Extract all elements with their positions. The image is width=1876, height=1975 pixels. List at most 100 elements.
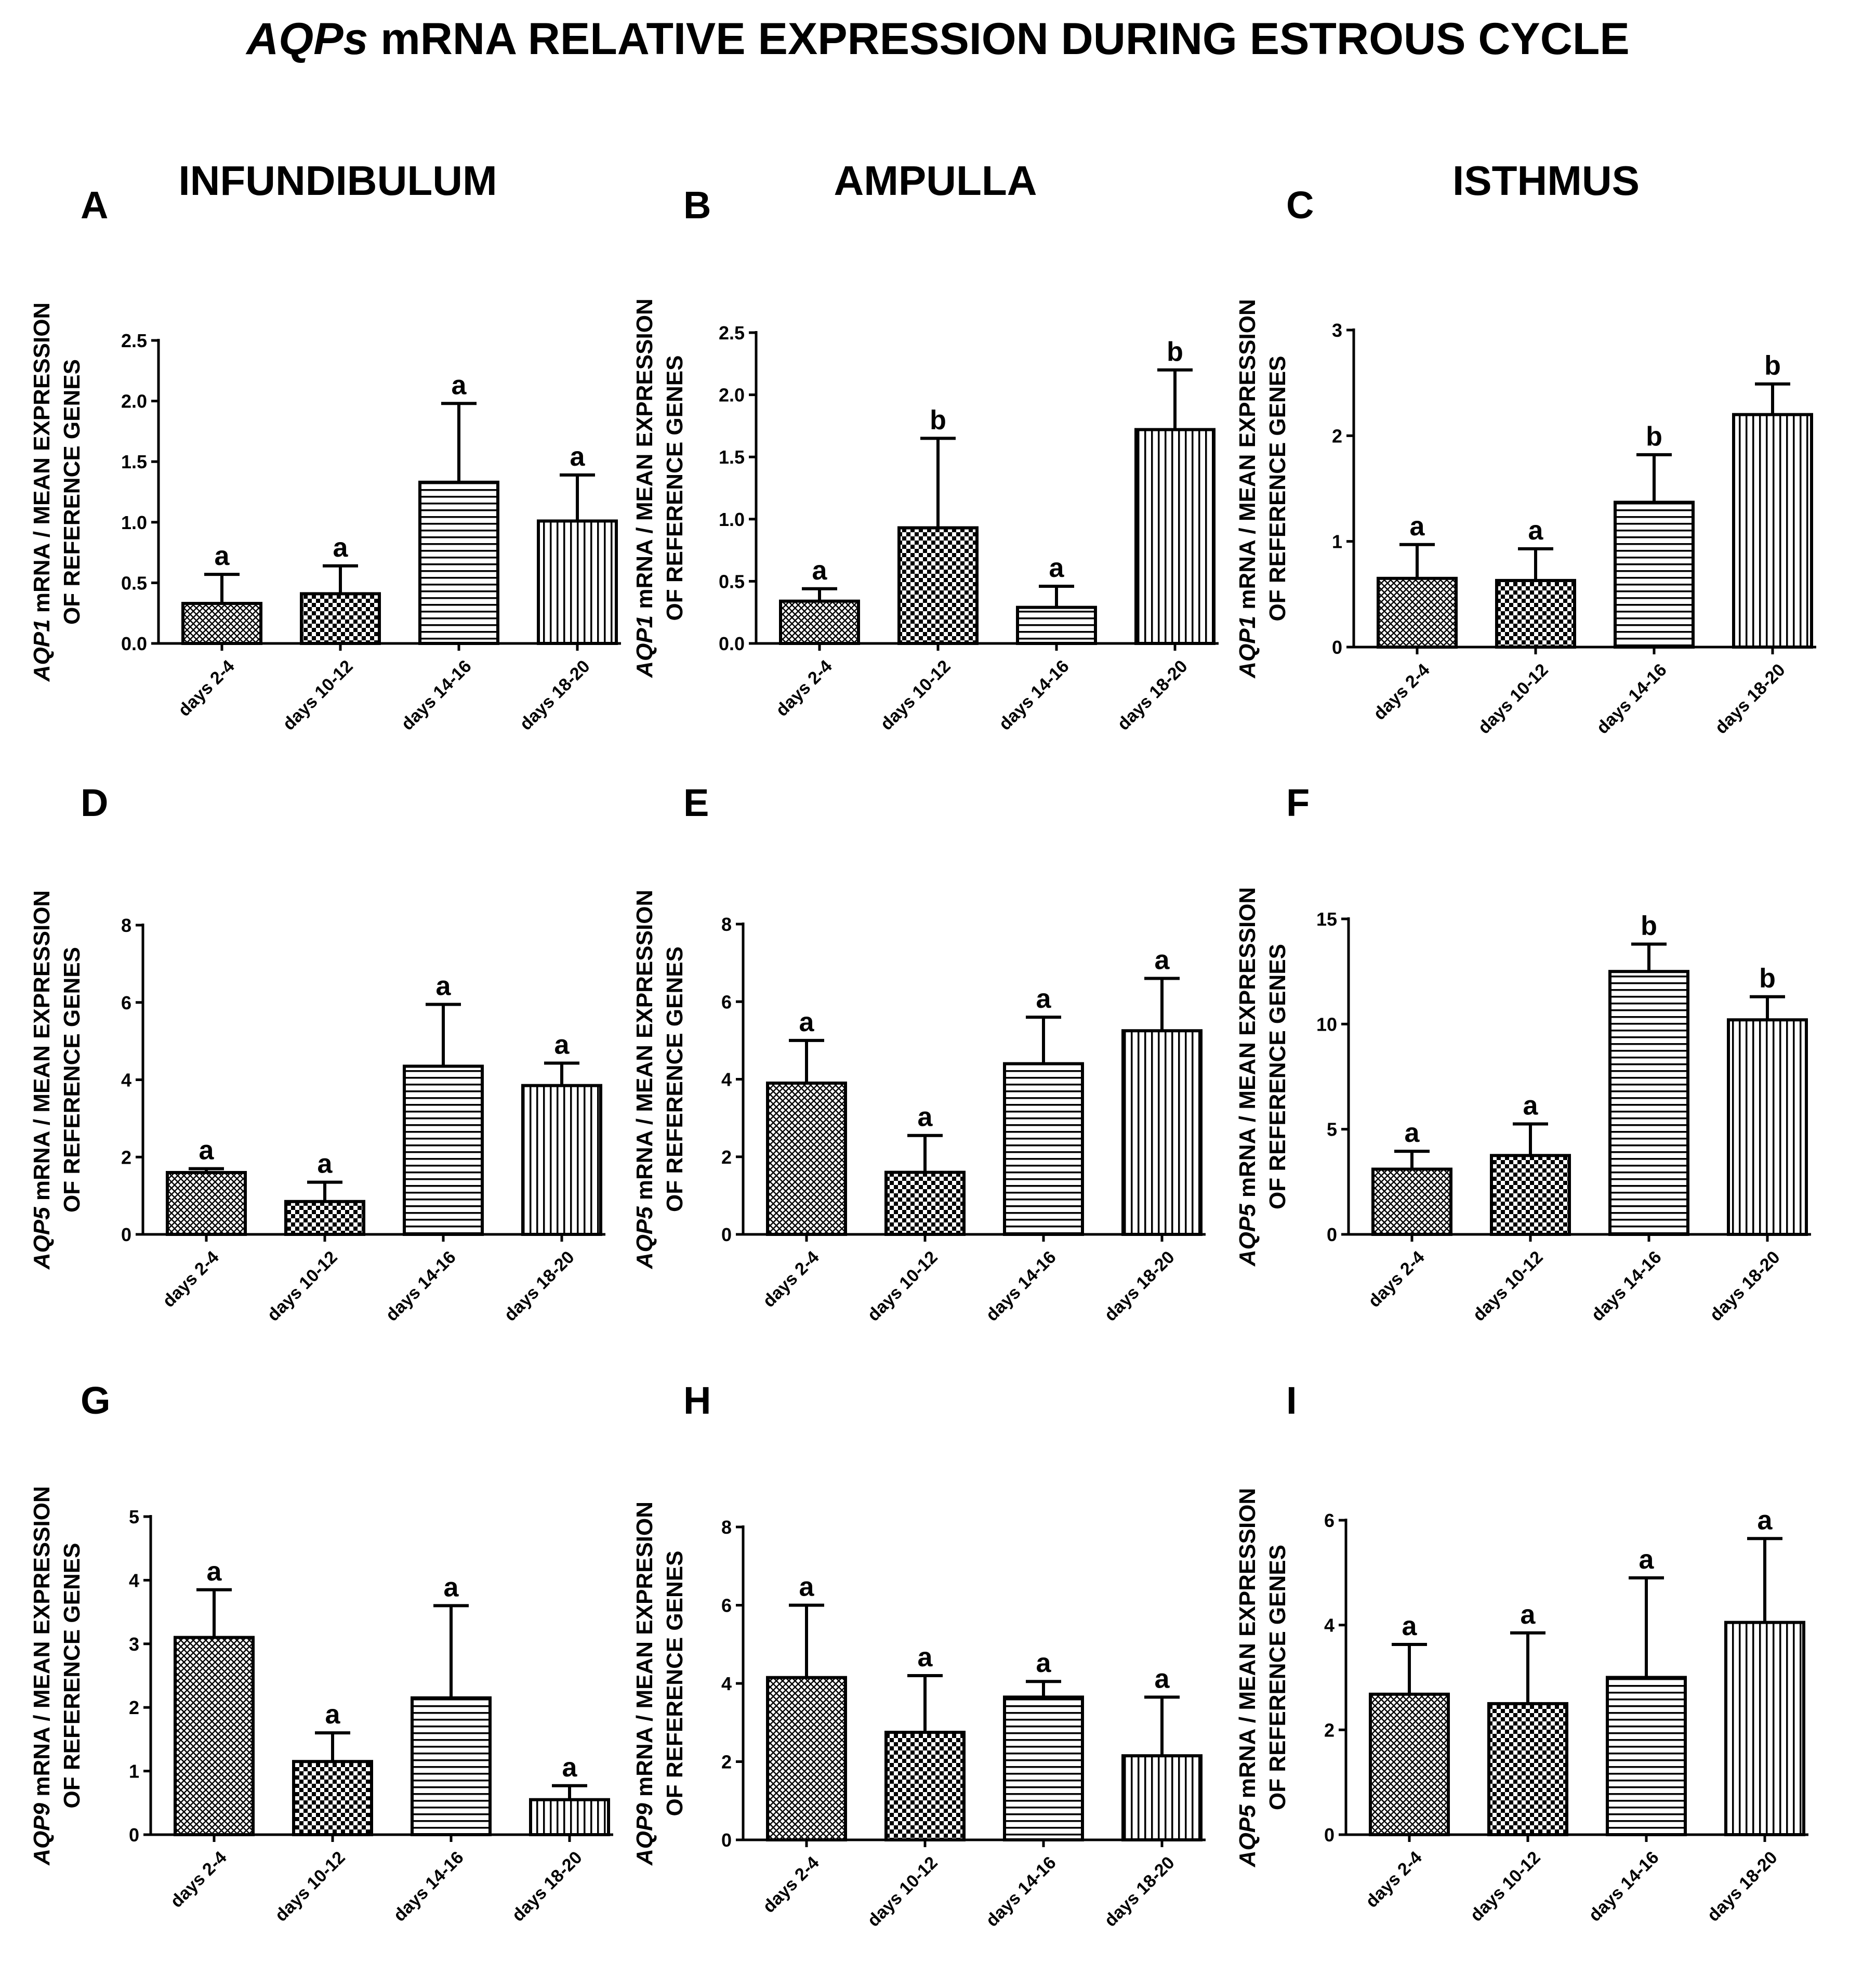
y-tick-label-b: 2.0 [719,385,745,406]
panel-b: B AQP1 mRNA / MEAN EXPRESSION OF REFERENCE… [632,183,1219,734]
figure-title-rest: mRNA RELATIVE EXPRESSION DURING ESTROUS … [368,14,1629,64]
bar-d-1 [166,1171,247,1236]
y-tick-label-h: 8 [721,1517,732,1538]
bar-a-3 [418,480,499,645]
y-tick-label-e: 2 [721,1147,732,1168]
category-label-i-1: days 2-4 [1362,1848,1426,1912]
significance-label-c-4: b [1764,351,1781,381]
y-tick-label-e: 6 [721,991,732,1012]
category-label-h-2: days 10-12 [864,1853,942,1931]
y-axis-label-gene-h: AQP9 [632,1803,657,1866]
category-label-d-2: days 10-12 [263,1247,341,1325]
y-tick-label-g: 0 [129,1824,139,1846]
bar-c-2 [1495,578,1576,649]
y-tick-label-a: 1.5 [121,451,147,472]
category-label-a-4: days 18-20 [516,656,594,734]
category-label-d-4: days 18-20 [500,1247,578,1325]
y-axis-label-c: AQP1 mRNA / MEAN EXPRESSION OF REFERENCE … [1235,299,1290,678]
category-label-c-2: days 10-12 [1474,660,1552,738]
panel-c: C AQP1 mRNA / MEAN EXPRESSION OF REFERENCE… [1235,183,1816,738]
y-axis-label-line1-b: AQP1 mRNA / MEAN EXPRESSION [632,298,657,678]
y-axis-label-rest-e: mRNA / MEAN EXPRESSION [632,890,657,1207]
y-tick-label-d: 2 [121,1147,131,1168]
significance-label-e-1: a [799,1007,815,1037]
significance-label-g-3: a [444,1572,459,1602]
significance-label-h-4: a [1155,1664,1170,1694]
y-tick-label-d: 0 [121,1224,131,1245]
bar-i-2 [1487,1702,1568,1837]
y-axis-label-gene-g: AQP9 [29,1802,55,1865]
y-axis-label-gene-i: AQP5 [1235,1805,1260,1867]
significance-label-g-1: a [207,1557,222,1587]
y-axis-label-rest-b: mRNA / MEAN EXPRESSION [632,298,657,615]
y-axis-label-f: AQP5 mRNA / MEAN EXPRESSION OF REFERENCE … [1235,887,1290,1267]
bar-f-2 [1490,1154,1571,1236]
bar-g-1 [174,1636,255,1837]
panel-f: F AQP5 mRNA / MEAN EXPRESSION OF REFERENCE… [1235,781,1811,1325]
y-axis-label-line1-a: AQP1 mRNA / MEAN EXPRESSION [29,302,55,682]
y-tick-label-a: 1.0 [121,512,147,533]
significance-label-b-2: b [930,405,946,435]
y-tick-label-b: 2.5 [719,322,745,344]
y-tick-label-g: 1 [129,1761,139,1782]
bar-g-3 [411,1696,492,1837]
bar-g-2 [292,1760,373,1836]
y-tick-label-f: 5 [1327,1119,1337,1140]
y-tick-label-h: 6 [721,1595,732,1616]
y-tick-label-a: 2.0 [121,391,147,412]
bar-c-1 [1377,576,1458,649]
y-tick-label-e: 4 [721,1069,732,1090]
category-label-a-1: days 2-4 [175,656,239,720]
significance-label-h-2: a [918,1642,933,1673]
y-tick-label-b: 0.0 [719,633,745,654]
y-tick-label-i: 2 [1324,1719,1335,1741]
y-tick-label-e: 8 [721,914,732,935]
panel-letter-f: F [1286,781,1310,824]
significance-label-h-3: a [1036,1648,1052,1678]
significance-label-e-3: a [1036,984,1052,1014]
significance-label-f-2: a [1523,1091,1539,1121]
bar-f-1 [1371,1167,1452,1236]
panel-h: H AQP9 mRNA / MEAN EXPRESION OF REFERENCE … [632,1379,1206,1931]
y-tick-label-e: 0 [721,1224,732,1245]
y-axis-label-i: AQP5 mRNA / MEAN EXPRESSION OF REFERENCE … [1235,1488,1290,1867]
category-label-b-4: days 18-20 [1114,656,1192,734]
category-label-f-1: days 2-4 [1365,1247,1429,1311]
y-tick-label-g: 3 [129,1634,139,1655]
category-label-e-3: days 14-16 [982,1247,1060,1325]
bar-a-4 [537,519,618,646]
category-label-h-3: days 14-16 [982,1853,1060,1931]
y-tick-label-i: 0 [1324,1824,1335,1846]
y-axis-label-line2-b: OF REFERENCE GENES [662,356,688,621]
category-label-b-2: days 10-12 [877,656,955,734]
bar-c-4 [1732,413,1813,649]
significance-label-e-4: a [1155,945,1170,975]
category-label-f-2: days 10-12 [1469,1247,1547,1325]
category-label-b-3: days 14-16 [995,656,1073,734]
y-tick-label-g: 5 [129,1506,139,1528]
category-label-e-2: days 10-12 [864,1247,942,1325]
bar-c-3 [1614,501,1695,649]
category-label-g-4: days 18-20 [508,1848,586,1926]
category-label-e-1: days 2-4 [759,1247,823,1311]
significance-label-c-2: a [1528,516,1544,546]
bar-e-2 [884,1170,966,1236]
category-label-h-4: days 18-20 [1101,1853,1179,1931]
y-axis-label-line1-g: AQP9 mRNA / MEAN EXPRESSION [29,1486,55,1865]
y-tick-label-c: 1 [1332,531,1342,552]
bar-g-4 [529,1798,610,1836]
panel-d: D AQP5 mRNA / MEAN EXPRESSION OF REFERENCE… [29,781,605,1325]
panel-g: G AQP9 mRNA / MEAN EXPRESSION OF REFERENCE… [29,1379,613,1926]
significance-label-b-3: a [1049,553,1065,583]
bar-d-2 [284,1200,365,1236]
figure-title-gene: AQPs [245,14,368,64]
significance-label-a-3: a [452,370,467,400]
y-axis-label-rest-d: mRNA / MEAN EXPRESSION [29,890,55,1207]
bar-b-4 [1134,428,1216,645]
category-label-h-1: days 2-4 [759,1853,823,1917]
y-axis-label-h: AQP9 mRNA / MEAN EXPRESION OF REFERENCE G… [632,1502,688,1866]
column-title-infundibulum: INFUNDIBULUM [178,157,497,204]
y-axis-label-e: AQP5 mRNA / MEAN EXPRESSION OF REFERENCE … [632,890,688,1269]
panel-i: I AQP5 mRNA / MEAN EXPRESSION OF REFERENCE… [1235,1379,1808,1926]
y-axis-label-line1-d: AQP5 mRNA / MEAN EXPRESSION [29,890,55,1270]
